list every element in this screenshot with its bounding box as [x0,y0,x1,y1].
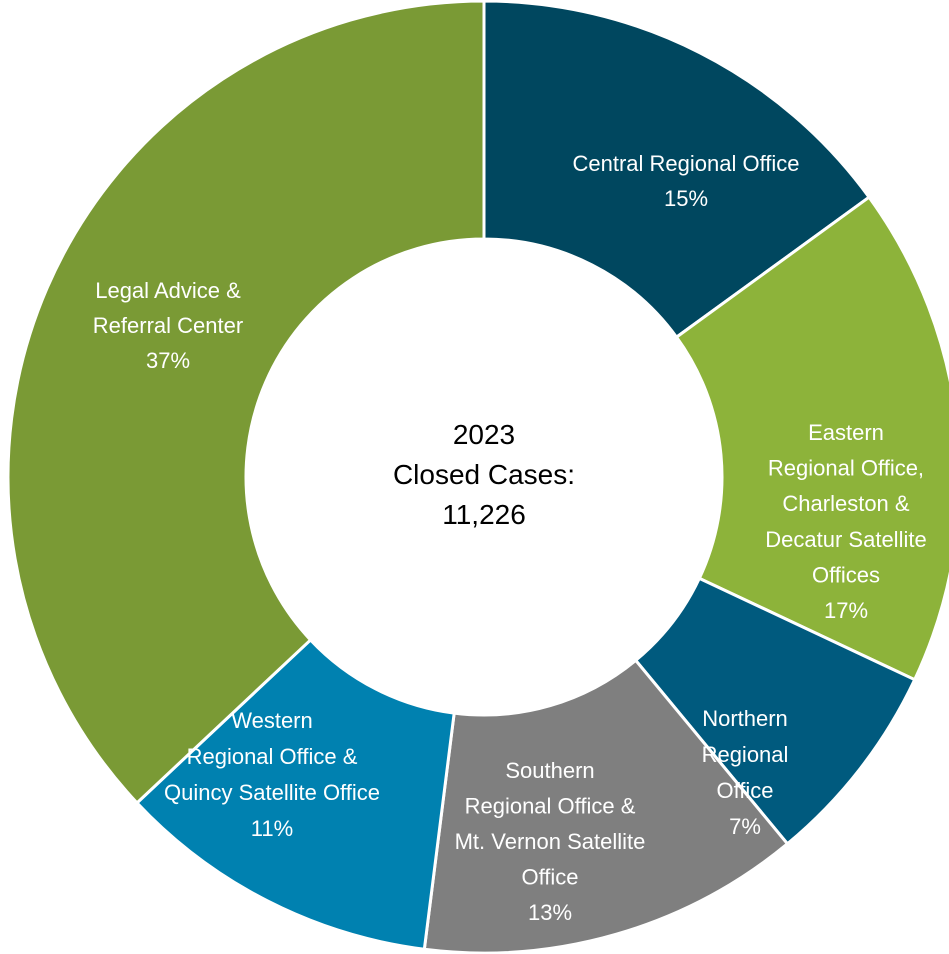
donut-slice [482,0,872,340]
slice-label-line: Eastern [808,420,884,445]
slice-label: Northern Regional Office 7% [702,706,789,839]
slice-label-line: Regional Office & [465,793,636,818]
slice-label-line: Southern [505,758,594,783]
slice-label-line: Charleston & [782,491,910,516]
slice-label-line: Office [521,864,578,889]
slice-label: Western Regional Office & Quincy Satellite… [164,708,380,841]
slice-label-line: Mt. Vernon Satellite [455,829,646,854]
donut-slice [6,0,486,805]
slice-label-line: Western [231,708,313,733]
slice-label-line: Regional [702,742,789,767]
center-text-line: 2023 [453,419,515,450]
donut-slice [674,195,949,682]
value-label: 7% [729,814,761,839]
value-label: 11% [251,816,293,841]
slice-label-line: Central Regional Office [572,151,799,176]
center-text-line: 11,226 [442,499,526,530]
slice-label-line: Referral Center [93,313,243,338]
slice-label: Central Regional Office 15% [572,151,799,211]
slice-label-line: Northern [702,706,788,731]
slice-label-line: Office [716,778,773,803]
center-text-line: Closed Cases: [393,459,575,490]
slice-label-line: Decatur Satellite [765,527,926,552]
slice-label-line: Regional Office, [768,455,924,480]
slice-label: Eastern Regional Office, Charleston & Decat… [765,420,926,623]
slice-label-line: Offices [812,562,880,587]
value-label: 13% [528,900,572,925]
slice-label-line: Regional Office & [187,744,358,769]
value-label: 37% [146,348,190,373]
slice-label: Southern Regional Office & Mt. Vernon Sate… [455,758,646,925]
donut-slice [134,637,456,951]
value-label: 15% [664,186,708,211]
center-text: 2023 Closed Cases: 11,226 [393,419,575,530]
value-label: 17% [824,598,868,623]
slice-label: Legal Advice & Referral Center 37% [93,278,243,373]
slice-label-line: Quincy Satellite Office [164,780,380,805]
donut-slice [422,658,790,954]
slice-label-line: Legal Advice & [95,278,241,303]
